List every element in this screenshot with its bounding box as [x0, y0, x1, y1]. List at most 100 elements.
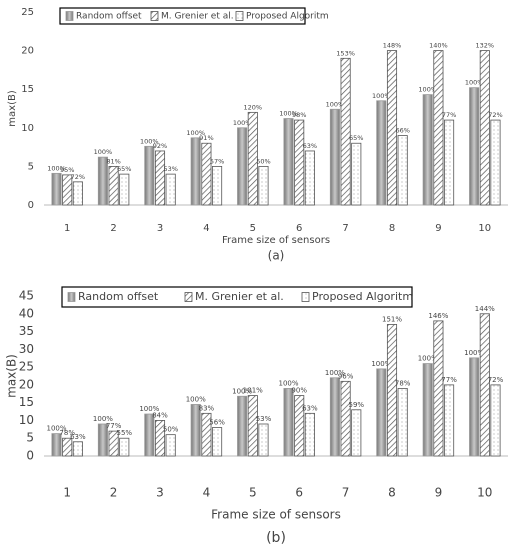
- bar: [154, 420, 166, 457]
- bar-annotation: 146%: [428, 312, 448, 320]
- bar: [294, 395, 305, 457]
- bar: [108, 165, 119, 206]
- bar-annotation: 50%: [256, 157, 270, 165]
- bar-annotation: 78%: [395, 379, 411, 387]
- bar: [397, 388, 408, 457]
- x-tick-label: 3: [156, 486, 164, 500]
- bar-annotation: 72%: [488, 111, 502, 119]
- x-axis-label: Frame size of sensors: [222, 235, 330, 246]
- bar: [97, 423, 108, 457]
- y-tick-label: 5: [28, 161, 34, 172]
- y-tick-label: 35: [19, 324, 34, 338]
- bar: [62, 174, 73, 206]
- bar: [119, 173, 130, 206]
- bar-annotation: 100%: [279, 110, 298, 118]
- bar-annotation: 100%: [371, 360, 391, 368]
- bar: [247, 395, 258, 457]
- bar: [165, 434, 176, 457]
- x-tick-label: 5: [249, 486, 257, 500]
- bar: [144, 145, 155, 206]
- bar: [422, 94, 433, 206]
- bar-annotation: 53%: [163, 165, 177, 173]
- bar: [386, 324, 398, 457]
- legend-swatch: [65, 11, 74, 21]
- x-tick-label: 2: [110, 486, 118, 500]
- bar: [351, 142, 362, 206]
- y-tick-label: 10: [21, 123, 34, 134]
- x-tick-label: 6: [295, 486, 303, 500]
- bar-annotation: 101%: [243, 387, 263, 395]
- legend-swatch: [235, 11, 244, 21]
- legend-box: [59, 7, 306, 25]
- bar-annotation: 100%: [232, 387, 252, 395]
- x-tick-label: 10: [478, 223, 491, 234]
- bar-annotation: 100%: [139, 405, 159, 413]
- bar-annotation: 55%: [116, 429, 132, 437]
- x-tick-label: 7: [342, 486, 350, 500]
- bar: [294, 119, 305, 206]
- bar-annotation: 100%: [326, 100, 345, 108]
- bar-annotation: 72%: [71, 173, 85, 181]
- bar: [212, 165, 223, 206]
- legend-swatch: [301, 292, 310, 302]
- bar-annotation: 100%: [465, 79, 484, 87]
- bar-annotation: 53%: [256, 415, 272, 423]
- y-axis-label: max(B): [7, 90, 18, 127]
- bar-annotation: 120%: [244, 103, 263, 111]
- legend-label: M. Grenier et al.: [195, 290, 284, 303]
- bar-annotation: 81%: [106, 157, 120, 165]
- legend-label: M. Grenier et al.: [161, 12, 234, 22]
- bar: [283, 118, 294, 206]
- x-tick-label: 8: [389, 223, 395, 234]
- bar-annotation: 59%: [348, 401, 364, 409]
- bar-annotation: 98%: [292, 111, 306, 119]
- bar-annotation: 100%: [47, 164, 66, 172]
- x-axis-label: Frame size of sensors: [211, 508, 341, 522]
- bar-annotation: 84%: [152, 411, 168, 419]
- bar-annotation: 91%: [199, 134, 213, 142]
- bar: [258, 423, 269, 457]
- bar: [258, 165, 269, 206]
- bar: [340, 57, 351, 206]
- bar-annotation: 57%: [210, 157, 224, 165]
- bar-annotation: 95%: [60, 166, 74, 174]
- bar: [190, 404, 201, 457]
- bar: [154, 150, 166, 206]
- x-tick-label: 9: [435, 486, 443, 500]
- bar: [490, 119, 501, 206]
- x-tick-label: 3: [157, 223, 163, 234]
- legend-label: Random offset: [76, 12, 142, 22]
- bar-annotation: 100%: [325, 369, 345, 377]
- y-tick-label: 30: [19, 342, 34, 356]
- bar: [386, 50, 398, 206]
- y-tick-label: 0: [28, 200, 34, 211]
- bar-annotation: 151%: [382, 315, 402, 323]
- x-tick-label: 9: [435, 223, 441, 234]
- bar: [190, 137, 201, 206]
- bar: [397, 135, 408, 206]
- bar: [201, 142, 212, 206]
- bar: [479, 313, 490, 457]
- bar-annotation: 100%: [279, 379, 299, 387]
- x-tick-label: 10: [477, 486, 492, 500]
- bar: [119, 437, 130, 457]
- legend-box: [61, 286, 413, 308]
- bar: [444, 119, 455, 206]
- y-tick-label: 40: [19, 306, 34, 320]
- bar: [479, 50, 490, 206]
- bar-annotation: 77%: [441, 376, 457, 384]
- x-tick-label: 2: [110, 223, 116, 234]
- bar-annotation: 50%: [163, 426, 179, 434]
- y-tick-label: 20: [19, 377, 34, 391]
- x-tick-label: 5: [250, 223, 256, 234]
- bar: [212, 427, 223, 457]
- legend-swatch: [150, 11, 159, 21]
- legend-label: Proposed Algoritm: [312, 290, 413, 303]
- bar-annotation: 100%: [464, 349, 484, 357]
- bar: [72, 181, 83, 206]
- bar-annotation: 63%: [70, 433, 86, 441]
- bar-annotation: 100%: [372, 92, 391, 100]
- legend-swatch: [184, 292, 193, 302]
- y-tick-label: 25: [21, 7, 34, 18]
